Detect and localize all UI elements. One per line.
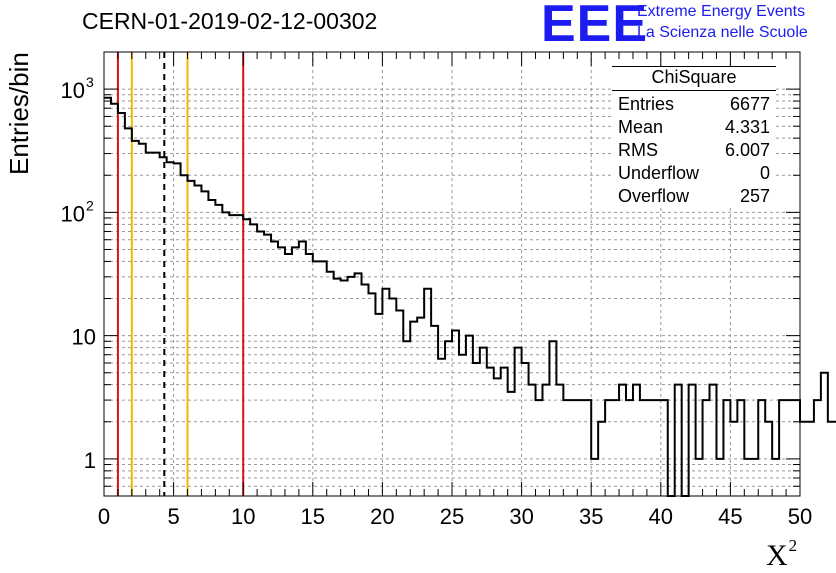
stats-row: RMS 6.007 <box>612 139 776 162</box>
marker-lines <box>116 52 245 496</box>
y-tick-label: 10 <box>61 201 85 226</box>
x-tick-label: 50 <box>788 504 812 529</box>
stats-row: Underflow 0 <box>612 162 776 185</box>
x-axis-label: X2 <box>766 536 797 573</box>
stats-row: Overflow 257 <box>612 185 776 208</box>
stats-row: Mean 4.331 <box>612 116 776 139</box>
stats-row: Entries 6677 <box>612 93 776 116</box>
x-tick-label: 45 <box>718 504 742 529</box>
y-tick-label-exponent: 2 <box>86 197 94 213</box>
stats-label: Mean <box>618 117 664 137</box>
y-axis-label: Entries/bin <box>4 52 34 175</box>
y-tick-label-exponent: 3 <box>86 74 94 90</box>
y-tick-label: 1 <box>84 448 96 473</box>
x-tick-label: 15 <box>301 504 325 529</box>
x-tick-label: 0 <box>98 504 110 529</box>
x-tick-label: 35 <box>579 504 603 529</box>
y-tick-label: 10 <box>72 325 96 350</box>
axis-ticks <box>103 52 801 496</box>
x-tick-label: 10 <box>231 504 255 529</box>
logo-subtitle-1: Extreme Energy Events <box>637 3 806 20</box>
stats-label: Overflow <box>618 186 690 206</box>
x-tick-label: 30 <box>509 504 533 529</box>
eee-logo: EEE <box>541 0 649 53</box>
stats-label: RMS <box>618 140 658 160</box>
x-tick-label: 20 <box>370 504 394 529</box>
x-tick-label: 40 <box>649 504 673 529</box>
histogram-title: CERN-01-2019-02-12-00302 <box>82 8 378 34</box>
stats-label: Entries <box>618 94 675 114</box>
stats-value: 257 <box>739 186 770 206</box>
logo-subtitle-2: La Scienza nelle Scuole <box>637 24 808 41</box>
stats-value: 0 <box>759 163 770 183</box>
stats-box: ChiSquare Entries 6677 Mean 4.331 RMS 6.007… <box>612 66 776 207</box>
x-axis-label-superscript: 2 <box>788 536 798 555</box>
y-tick-label: 10 <box>61 78 85 103</box>
stats-title: ChiSquare <box>612 67 776 91</box>
stats-label: Underflow <box>618 163 700 183</box>
histogram-series <box>104 96 836 497</box>
stats-value: 6677 <box>729 94 770 114</box>
grid-lines <box>104 52 800 496</box>
stats-value: 6.007 <box>724 140 770 160</box>
x-axis-label-text: X <box>766 539 788 572</box>
stats-value: 4.331 <box>724 117 770 137</box>
x-tick-label: 25 <box>440 504 464 529</box>
x-tick-label: 5 <box>167 504 179 529</box>
